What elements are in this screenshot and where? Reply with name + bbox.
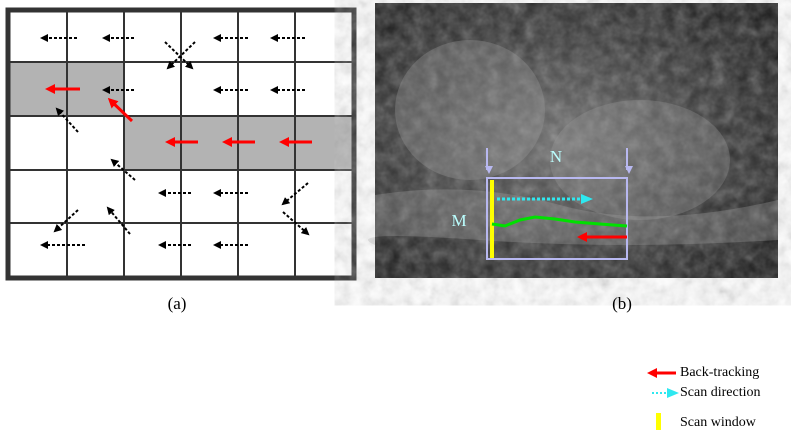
legend-label: Scan window: [680, 415, 757, 430]
grid-panel: [8, 10, 354, 278]
legend-label: Back-tracking: [680, 365, 759, 380]
figure: N M (a) (b) Back-tracking Scan direction…: [0, 0, 791, 434]
label-m: M: [451, 211, 466, 230]
image-region: [395, 40, 545, 180]
page: N M (a) (b) Back-tracking Scan direction…: [0, 0, 791, 434]
scan-window: [490, 180, 494, 258]
ultrasound-panel: N M: [368, 3, 778, 278]
caption: (a): [168, 294, 187, 313]
label-n: N: [550, 147, 562, 166]
image-region: [550, 100, 730, 220]
legend-label: Scan direction: [680, 385, 760, 400]
legend: Back-tracking Scan direction Scan window: [650, 365, 760, 430]
caption: (b): [612, 294, 632, 313]
legend-symbol: [656, 413, 661, 430]
